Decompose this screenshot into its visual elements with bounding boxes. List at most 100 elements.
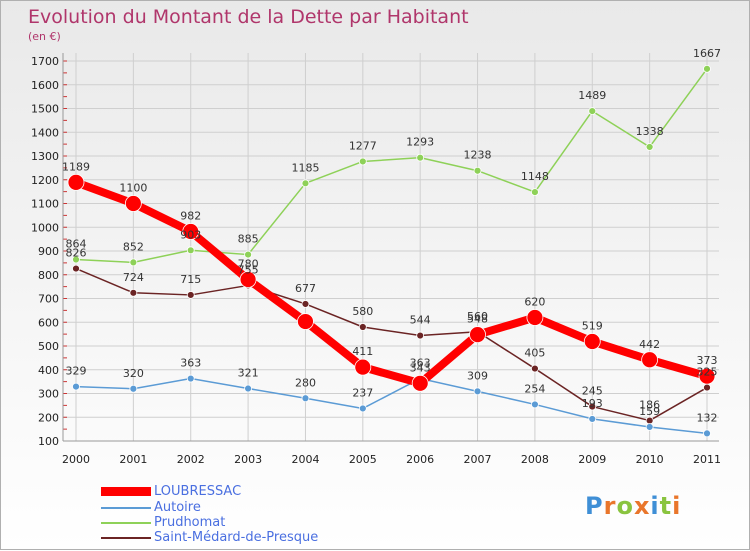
data-point-loubressac (124, 195, 142, 212)
data-point-prudhomat (358, 157, 367, 166)
legend-label: LOUBRESSAC (154, 484, 242, 499)
data-point-saint-m-dard-de-presque (129, 288, 138, 297)
data-point-autoire (473, 387, 482, 396)
data-point-loubressac (698, 367, 716, 385)
data-point-saint-m-dard-de-presque (588, 402, 597, 411)
series-line-prudhomat (75, 68, 708, 264)
data-point-prudhomat (531, 188, 539, 197)
legend-swatch (101, 522, 151, 524)
legend-label: Autoire (154, 500, 201, 515)
data-label-autoire: 320 (123, 367, 144, 380)
data-label-saint-m-dard-de-presque: 826 (66, 247, 87, 260)
data-point-saint-m-dard-de-presque (358, 323, 367, 331)
y-tick-label: 500 (38, 340, 59, 353)
data-label-prudhomat: 1238 (464, 149, 492, 162)
data-point-saint-m-dard-de-presque (645, 416, 654, 425)
data-point-prudhomat (588, 107, 597, 116)
data-label-saint-m-dard-de-presque: 724 (123, 271, 144, 284)
data-label-autoire: 237 (352, 386, 373, 399)
x-tick-label: 2007 (464, 453, 492, 466)
data-label-saint-m-dard-de-presque: 186 (639, 399, 660, 412)
logo-letter: P (585, 492, 604, 520)
data-label-prudhomat: 1489 (578, 89, 606, 102)
data-label-autoire: 280 (295, 376, 316, 389)
logo-letter: o (616, 492, 634, 520)
data-label-autoire: 309 (467, 369, 488, 382)
y-tick-label: 300 (38, 388, 59, 401)
data-label-autoire: 254 (524, 382, 545, 395)
y-tick-label: 1300 (31, 150, 59, 163)
data-label-prudhomat: 1277 (349, 139, 377, 152)
data-point-prudhomat (473, 166, 482, 175)
y-tick-label: 1000 (31, 221, 59, 234)
chart-title: Evolution du Montant de la Dette par Hab… (28, 6, 469, 28)
data-label-saint-m-dard-de-presque: 755 (238, 263, 259, 276)
series-line-loubressac (74, 178, 709, 388)
data-point-loubressac (182, 223, 200, 240)
data-label-loubressac: 411 (352, 345, 373, 358)
y-tick-label: 400 (38, 364, 59, 377)
data-label-autoire: 159 (639, 405, 660, 418)
x-tick-label: 2001 (119, 453, 147, 466)
y-tick-label: 100 (38, 435, 59, 448)
data-label-saint-m-dard-de-presque: 560 (467, 310, 488, 323)
x-tick-label: 2008 (521, 453, 549, 466)
data-point-autoire (129, 384, 138, 393)
data-point-saint-m-dard-de-presque (703, 383, 711, 392)
logo-letter: x (633, 492, 651, 520)
x-tick-label: 2010 (636, 453, 664, 466)
logo-letter: t (659, 492, 673, 520)
data-label-saint-m-dard-de-presque: 325 (697, 366, 718, 379)
x-tick-label: 2009 (578, 453, 606, 466)
data-point-loubressac (297, 313, 314, 330)
data-label-prudhomat: 864 (66, 238, 87, 251)
x-tick-label: 2002 (177, 453, 205, 466)
data-point-saint-m-dard-de-presque (531, 364, 539, 373)
data-label-loubressac: 373 (697, 354, 718, 367)
y-tick-label: 1200 (31, 174, 59, 187)
y-tick-label: 1600 (31, 79, 59, 92)
data-label-prudhomat: 1148 (521, 170, 549, 183)
data-point-prudhomat (244, 250, 252, 259)
data-point-autoire (72, 382, 80, 391)
data-label-saint-m-dard-de-presque: 405 (524, 347, 545, 360)
data-point-prudhomat (129, 258, 138, 267)
data-point-loubressac (411, 374, 429, 392)
data-point-autoire (301, 394, 310, 403)
data-point-loubressac (469, 326, 486, 344)
data-label-loubressac: 982 (180, 210, 201, 223)
chart-unit: (en €) (28, 30, 61, 43)
data-point-autoire (531, 400, 539, 409)
data-label-prudhomat: 885 (238, 233, 259, 246)
data-point-saint-m-dard-de-presque (301, 300, 310, 308)
data-label-loubressac: 343 (410, 361, 431, 374)
data-label-loubressac: 780 (238, 258, 259, 271)
data-label-autoire: 329 (66, 365, 87, 378)
x-tick-label: 2000 (62, 453, 90, 466)
data-point-prudhomat (645, 143, 654, 151)
data-point-loubressac (239, 271, 257, 288)
y-tick-label: 1700 (31, 55, 59, 68)
data-point-loubressac (583, 333, 601, 350)
data-point-autoire (588, 415, 597, 423)
data-point-loubressac (526, 309, 544, 326)
data-label-loubressac: 548 (467, 313, 488, 326)
data-point-saint-m-dard-de-presque (186, 291, 195, 299)
data-label-saint-m-dard-de-presque: 580 (352, 305, 373, 318)
data-label-prudhomat: 903 (180, 228, 201, 241)
data-point-autoire (703, 429, 711, 438)
data-point-prudhomat (72, 255, 80, 264)
data-label-loubressac: 442 (639, 338, 660, 351)
legend-swatch (101, 537, 151, 539)
legend-label: Prudhomat (154, 515, 226, 530)
legend-swatch (101, 507, 151, 509)
y-tick-label: 600 (38, 316, 59, 329)
y-tick-label: 1100 (31, 198, 59, 211)
data-label-saint-m-dard-de-presque: 245 (582, 385, 603, 398)
plot-area (63, 53, 719, 441)
data-label-loubressac: 519 (582, 319, 603, 332)
data-point-autoire (645, 423, 654, 431)
x-tick-label: 2004 (291, 453, 319, 466)
data-label-autoire: 132 (697, 411, 718, 424)
